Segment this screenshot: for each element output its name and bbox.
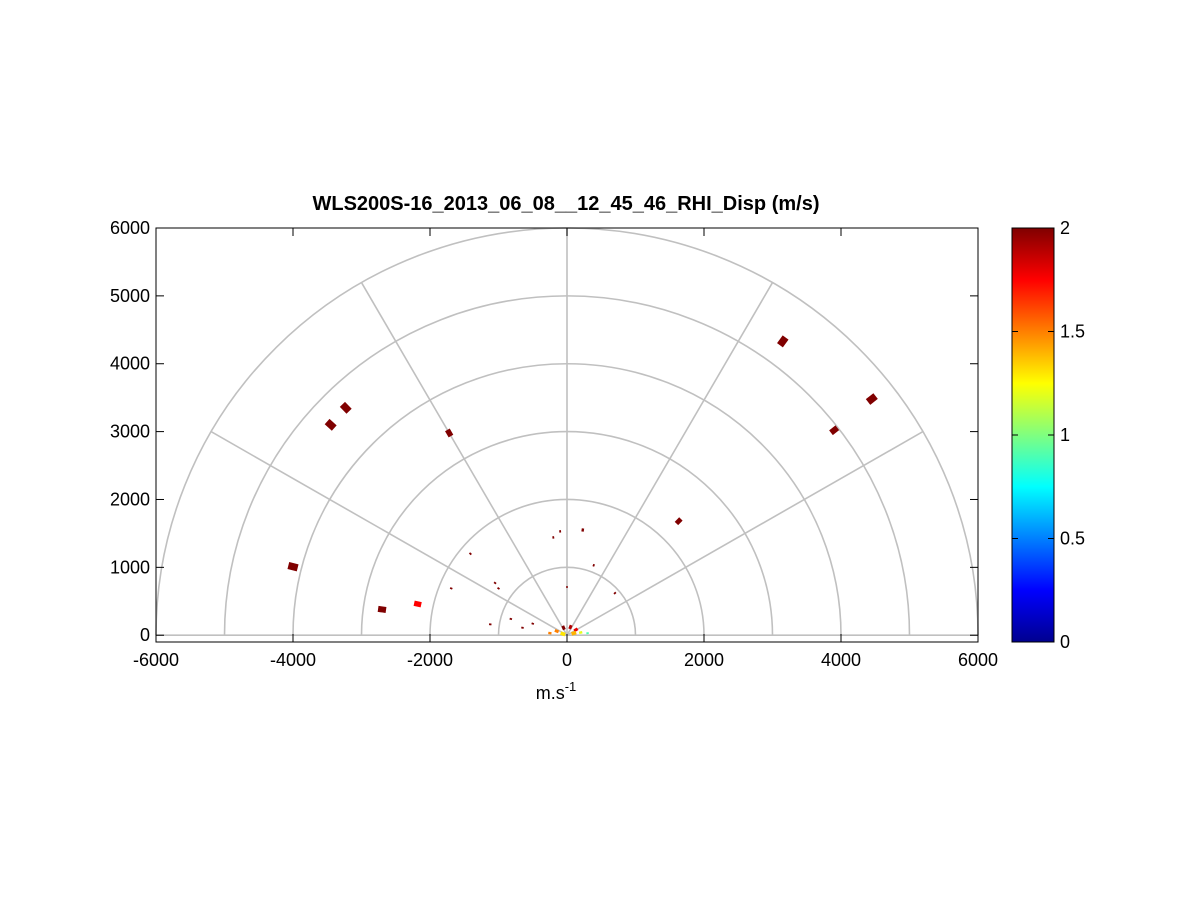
data-point-10 — [581, 528, 585, 532]
polar-spoke-30 — [566, 430, 924, 636]
data-point-11 — [559, 530, 562, 533]
data-point-24 — [561, 625, 566, 631]
x-tick-label-5: 4000 — [821, 650, 861, 670]
data-point-2 — [339, 401, 352, 414]
data-point-5 — [445, 428, 454, 438]
data-points — [287, 335, 878, 637]
x-tick-label-4: 2000 — [684, 650, 724, 670]
data-point-32 — [548, 631, 552, 635]
data-point-12 — [552, 536, 555, 539]
data-point-3 — [377, 605, 387, 613]
data-point-9 — [674, 517, 683, 526]
data-point-31 — [586, 632, 589, 635]
x-tick-label-0: -6000 — [133, 650, 179, 670]
colorbar-ticks: 0 0.5 1 1.5 2 — [1012, 218, 1085, 652]
data-point-18 — [566, 586, 568, 589]
x-tick-label-1: -4000 — [270, 650, 316, 670]
chart-title: WLS200S-16_2013_06_08__12_45_46_RHI_Disp… — [312, 193, 819, 215]
data-point-21 — [488, 623, 492, 626]
y-tick-label-2: 2000 — [110, 489, 150, 509]
data-point-4 — [413, 600, 422, 608]
data-point-19 — [613, 591, 617, 595]
x-axis-label-text: m.s — [536, 683, 565, 703]
data-point-25 — [568, 624, 573, 630]
x-axis-label-superscript: -1 — [565, 679, 577, 694]
data-point-14 — [592, 563, 595, 567]
y-tick-label-0: 0 — [140, 625, 150, 645]
colorbar-tick-label-1: 0.5 — [1060, 529, 1085, 549]
data-point-13 — [468, 552, 472, 556]
data-point-20 — [509, 617, 513, 621]
colorbar-tick-label-4: 2 — [1060, 218, 1070, 238]
polar-spoke-150 — [210, 430, 568, 636]
y-tick-label-1: 1000 — [110, 557, 150, 577]
x-tick-label-6: 6000 — [958, 650, 998, 670]
data-point-26 — [573, 627, 579, 633]
data-point-23 — [531, 622, 535, 625]
data-point-8 — [829, 425, 840, 436]
x-tick-label-3: 0 — [562, 650, 572, 670]
data-point-0 — [287, 562, 299, 572]
colorbar-tick-label-3: 1.5 — [1060, 322, 1085, 342]
data-point-29 — [560, 631, 566, 637]
y-tick-label-3: 3000 — [110, 422, 150, 442]
y-tick-label-5: 5000 — [110, 286, 150, 306]
colorbar-tick-label-2: 1 — [1060, 425, 1070, 445]
data-point-17 — [497, 586, 500, 590]
data-point-28 — [571, 630, 577, 636]
x-axis-label: m.s-1 — [536, 679, 577, 703]
data-point-22 — [521, 626, 524, 629]
data-point-1 — [324, 418, 337, 431]
data-point-15 — [449, 587, 453, 590]
polar-spoke-120 — [360, 282, 568, 636]
data-point-16 — [493, 581, 497, 585]
polar-spoke-60 — [566, 282, 774, 636]
colorbar — [1011, 227, 1055, 643]
y-axis-ticks: 0 1000 2000 3000 4000 5000 6000 — [110, 218, 978, 645]
data-point-30 — [578, 631, 583, 634]
x-tick-label-2: -2000 — [407, 650, 453, 670]
colorbar-tick-label-0: 0 — [1060, 632, 1070, 652]
y-tick-label-4: 4000 — [110, 354, 150, 374]
data-point-6 — [777, 335, 789, 348]
data-point-7 — [865, 393, 878, 405]
data-point-27 — [554, 629, 560, 634]
y-tick-label-6: 6000 — [110, 218, 150, 238]
x-axis-ticks: -6000 -4000 -2000 0 2000 4000 6000 — [133, 228, 998, 670]
